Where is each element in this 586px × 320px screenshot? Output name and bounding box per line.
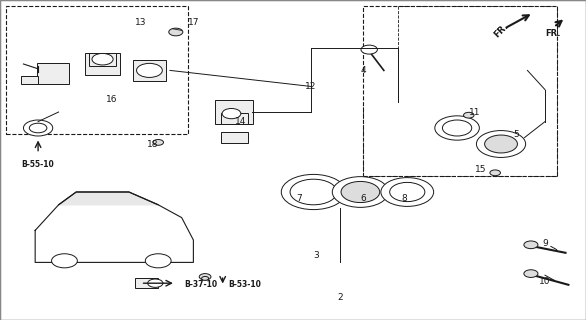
Bar [36, 63, 69, 84]
Circle shape [381, 178, 434, 206]
Circle shape [137, 63, 162, 77]
Circle shape [199, 274, 211, 280]
Bar [216, 100, 254, 124]
Text: B-53-10: B-53-10 [229, 280, 261, 289]
Text: 8: 8 [401, 194, 407, 203]
Circle shape [23, 120, 53, 136]
Text: 13: 13 [135, 18, 146, 27]
Circle shape [442, 120, 472, 136]
Text: 12: 12 [305, 82, 316, 91]
Circle shape [222, 108, 241, 119]
Circle shape [464, 112, 474, 118]
Text: 4: 4 [360, 66, 366, 75]
Text: 18: 18 [146, 140, 158, 148]
Circle shape [145, 254, 171, 268]
Circle shape [390, 182, 425, 202]
Circle shape [524, 241, 538, 249]
Text: 9: 9 [542, 239, 548, 248]
Bar [363, 6, 557, 176]
Text: 6: 6 [360, 194, 366, 203]
Text: FR.: FR. [545, 29, 560, 38]
Circle shape [169, 28, 183, 36]
Text: 10: 10 [539, 277, 551, 286]
Polygon shape [59, 192, 158, 205]
Circle shape [153, 140, 163, 145]
Text: B-55-10: B-55-10 [22, 160, 54, 169]
Bar [135, 278, 158, 288]
Circle shape [202, 276, 209, 280]
Circle shape [361, 45, 377, 54]
Bar [6, 6, 188, 134]
Bar [21, 76, 38, 84]
Circle shape [281, 174, 346, 210]
Circle shape [290, 179, 337, 205]
Text: 7: 7 [296, 194, 302, 203]
Circle shape [52, 254, 77, 268]
Circle shape [29, 123, 47, 133]
Circle shape [92, 53, 113, 65]
Bar [222, 132, 247, 143]
Circle shape [485, 135, 517, 153]
Bar [85, 53, 120, 75]
Bar [89, 53, 116, 66]
Text: B-37-10: B-37-10 [185, 280, 218, 289]
Bar [222, 113, 247, 124]
Text: 5: 5 [513, 130, 519, 139]
Circle shape [341, 181, 380, 203]
Circle shape [148, 279, 163, 287]
Circle shape [490, 170, 500, 176]
Circle shape [476, 131, 526, 157]
Text: 16: 16 [105, 95, 117, 104]
Text: 14: 14 [234, 117, 246, 126]
Text: 11: 11 [469, 108, 481, 116]
Circle shape [524, 270, 538, 277]
Circle shape [332, 177, 389, 207]
Text: 3: 3 [314, 252, 319, 260]
Text: FR.: FR. [492, 21, 510, 39]
Text: 17: 17 [188, 18, 199, 27]
Text: 2: 2 [337, 293, 343, 302]
Text: 15: 15 [475, 165, 486, 174]
Circle shape [435, 116, 479, 140]
Bar [134, 60, 166, 81]
